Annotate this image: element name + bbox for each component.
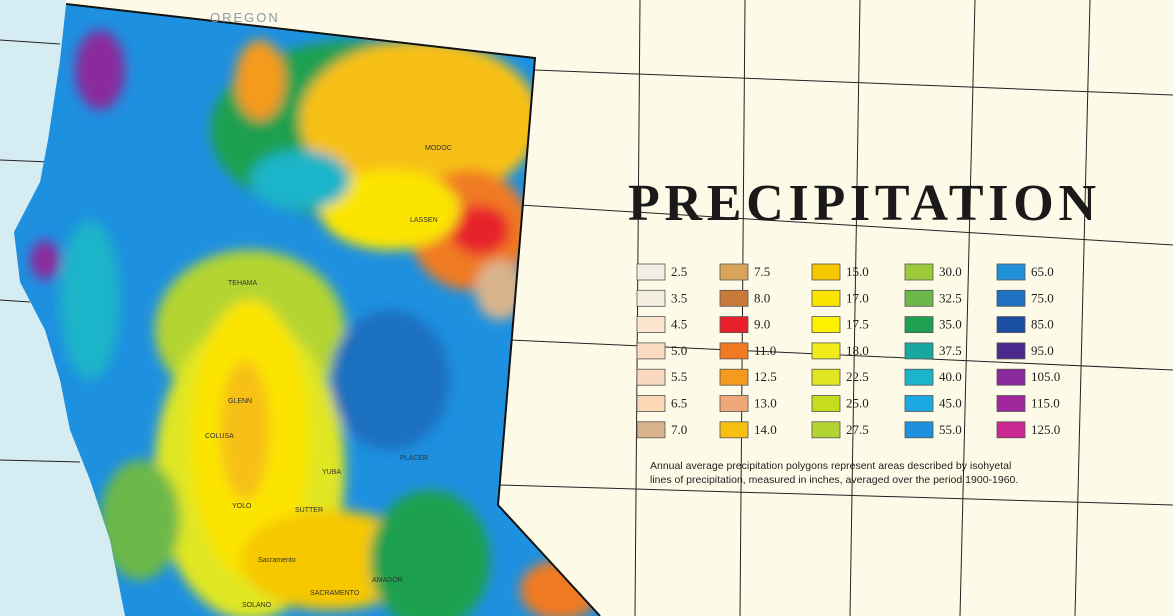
legend-swatch	[904, 263, 934, 281]
legend-label: 8.0	[754, 290, 770, 305]
legend-swatch	[719, 342, 749, 360]
legend-swatch	[996, 342, 1026, 360]
legend-swatch	[636, 421, 666, 439]
place-labels: MODOC LASSEN TEHAMA GLENN COLUSA YOLO SUTTER YU…	[205, 145, 452, 609]
ocean	[0, 0, 125, 616]
legend-swatch	[811, 368, 841, 386]
legend-label: 11.0	[754, 343, 776, 358]
legend-label: 40.0	[939, 369, 962, 384]
legend-swatch	[719, 263, 749, 281]
legend-swatch	[719, 368, 749, 386]
legend-swatch	[719, 316, 749, 334]
legend-label: 7.0	[671, 422, 687, 437]
legend-swatch	[996, 289, 1026, 307]
legend-swatch	[904, 368, 934, 386]
legend-label: 4.5	[671, 317, 687, 332]
legend-label: 3.5	[671, 290, 687, 305]
state-border	[65, 3, 601, 616]
legend-label: 12.5	[754, 369, 777, 384]
legend-label: 5.0	[671, 343, 687, 358]
legend-label: 18.0	[846, 343, 869, 358]
legend-label: 6.5	[671, 395, 687, 410]
legend-label: 9.0	[754, 317, 770, 332]
legend-label: 95.0	[1031, 343, 1054, 358]
note-line: lines of precipitation, measured in inch…	[650, 474, 1018, 486]
legend-swatch	[811, 316, 841, 334]
legend-label: 27.5	[846, 422, 869, 437]
legend-label: 125.0	[1031, 422, 1060, 437]
legend-label: 17.5	[846, 317, 869, 332]
legend-label: 30.0	[939, 264, 962, 279]
legend-swatch	[719, 289, 749, 307]
legend-label: 25.0	[846, 395, 869, 410]
legend-swatch	[996, 421, 1026, 439]
place-label: SUTTER	[295, 507, 323, 514]
place-label: YUBA	[322, 469, 341, 476]
legend-swatch	[996, 368, 1026, 386]
legend-label: 5.5	[671, 369, 687, 384]
legend-swatch	[996, 263, 1026, 281]
legend-swatch	[996, 316, 1026, 334]
legend-swatch	[636, 263, 666, 281]
legend-label: 37.5	[939, 343, 962, 358]
legend-label: 2.5	[671, 264, 687, 279]
legend-swatch	[636, 289, 666, 307]
legend-label: 7.5	[754, 264, 770, 279]
legend-swatch	[636, 395, 666, 412]
legend-swatch	[719, 395, 749, 412]
legend-label: 45.0	[939, 395, 962, 410]
legend-swatch	[904, 395, 934, 412]
legend-swatch	[636, 316, 666, 334]
legend-swatch	[811, 342, 841, 360]
legend-label: 17.0	[846, 290, 869, 305]
place-label: LASSEN	[410, 217, 438, 224]
legend-label: 85.0	[1031, 317, 1054, 332]
legend-swatch	[636, 342, 666, 360]
place-label: TEHAMA	[228, 280, 258, 287]
state-label: OREGON	[210, 10, 280, 25]
place-label: MODOC	[425, 145, 452, 152]
legend-swatch	[904, 342, 934, 360]
legend-label: 105.0	[1031, 369, 1060, 384]
legend-label: 32.5	[939, 290, 962, 305]
place-label: SACRAMENTO	[310, 590, 360, 597]
legend-swatch	[904, 421, 934, 439]
legend-label: 14.0	[754, 422, 777, 437]
legend-swatch	[719, 421, 749, 439]
legend-label: 115.0	[1031, 395, 1060, 410]
legend: 2.5 3.5 4.5 5.0 5.5 6.5 7.0 7.5 8.0 9.0 11.0 12.5 13…	[636, 263, 1060, 439]
place-label: GLENN	[228, 398, 252, 405]
legend-label: 15.0	[846, 264, 869, 279]
legend-label: 55.0	[939, 422, 962, 437]
legend-label: 65.0	[1031, 264, 1054, 279]
legend-swatch	[904, 316, 934, 334]
legend-swatch	[811, 395, 841, 412]
note-line: Annual average precipitation polygons re…	[650, 460, 1011, 472]
place-label: PLACER	[400, 455, 428, 462]
legend-swatch	[811, 263, 841, 281]
place-label: YOLO	[232, 503, 252, 510]
place-label: COLUSA	[205, 433, 234, 440]
place-label: SOLANO	[242, 602, 272, 609]
precipitation-surface	[14, 4, 600, 616]
legend-label: 13.0	[754, 395, 777, 410]
legend-label: 75.0	[1031, 290, 1054, 305]
place-label: Sacramento	[258, 557, 296, 564]
legend-swatch	[996, 395, 1026, 412]
legend-swatch	[904, 289, 934, 307]
legend-swatch	[811, 289, 841, 307]
legend-label: 22.5	[846, 369, 869, 384]
legend-swatch	[636, 368, 666, 386]
legend-swatch	[811, 421, 841, 439]
map-title: PRECIPITATION	[628, 175, 1096, 232]
place-label: AMADOR	[372, 577, 403, 584]
legend-label: 35.0	[939, 317, 962, 332]
